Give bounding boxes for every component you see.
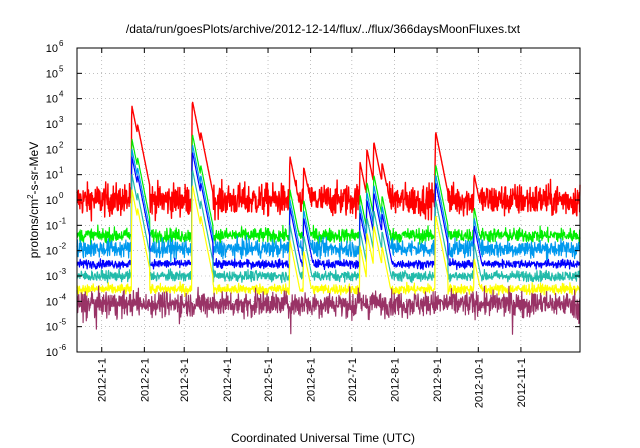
series-line-1 (76, 101, 581, 222)
y-tick-exponent: 3 (59, 115, 64, 124)
y-tick-label: 10 (46, 68, 58, 80)
x-tick-label: 2012-10-1 (473, 358, 485, 408)
y-tick-exponent: -2 (59, 242, 67, 251)
y-tick-labels: 10 -610 -510 -410 -310 -210 -110 010 110 210 310 41… (46, 39, 67, 359)
x-tick-label: 2012-2-1 (139, 358, 151, 402)
x-tick-label: 2012-6-1 (306, 358, 318, 402)
y-tick-label: 10 (46, 246, 58, 258)
x-tick-label: 2012-7-1 (347, 358, 359, 402)
y-tick-label: 10 (46, 296, 58, 308)
y-tick-label: 10 (46, 144, 58, 156)
y-tick-exponent: 5 (59, 64, 64, 73)
series-line-6 (76, 185, 581, 298)
series-line-5 (76, 170, 581, 284)
y-tick-label: 10 (46, 322, 58, 334)
series-layer (76, 101, 581, 335)
y-tick-label: 10 (46, 43, 58, 55)
y-tick-exponent: -1 (59, 216, 67, 225)
y-tick-label: 10 (46, 94, 58, 106)
y-tick-exponent: 4 (59, 90, 64, 99)
y-tick-exponent: 6 (59, 39, 64, 48)
y-tick-exponent: 2 (59, 140, 64, 149)
y-tick-exponent: -5 (59, 318, 67, 327)
y-tick-label: 10 (46, 220, 58, 232)
x-tick-label: 2012-1-1 (97, 358, 109, 402)
y-tick-exponent: -4 (59, 292, 67, 301)
y-axis-label-part2: -s-sr-MeV (27, 142, 41, 195)
y-tick-label: 10 (46, 347, 58, 359)
x-tick-label: 2012-4-1 (222, 358, 234, 402)
y-tick-label: 10 (46, 195, 58, 207)
x-tick-label: 2012-11-1 (516, 358, 528, 407)
x-tick-label: 2012-9-1 (432, 358, 444, 402)
x-tick-labels: 2012-1-1 2012-2-1 2012-3-1 2012-4-1 2012-5-1… (97, 358, 528, 408)
series-line-3 (76, 144, 581, 263)
x-tick-label: 2012-8-1 (389, 358, 401, 402)
tick-marks (77, 47, 580, 353)
y-tick-exponent: 1 (59, 166, 64, 175)
series-line-2 (76, 134, 581, 246)
y-tick-exponent: -6 (59, 343, 67, 352)
x-tick-label: 2012-3-1 (179, 358, 191, 402)
y-tick-label: 10 (46, 170, 58, 182)
y-tick-label: 10 (46, 271, 58, 283)
series-line-7 (76, 285, 581, 335)
y-tick-exponent: -3 (59, 267, 67, 276)
y-axis-label-part1: protons/cm (27, 199, 41, 258)
chart-title: /data/run/goesPlots/archive/2012-12-14/f… (126, 22, 521, 36)
x-tick-label: 2012-5-1 (263, 358, 275, 402)
y-tick-exponent: 0 (59, 191, 64, 200)
y-axis-label-superscript: 2 (26, 194, 35, 199)
y-tick-label: 10 (46, 119, 58, 131)
y-axis-label: protons/cm2-s-sr-MeV (26, 142, 41, 258)
series-line-4 (76, 152, 581, 271)
x-axis-label: Coordinated Universal Time (UTC) (231, 431, 415, 445)
